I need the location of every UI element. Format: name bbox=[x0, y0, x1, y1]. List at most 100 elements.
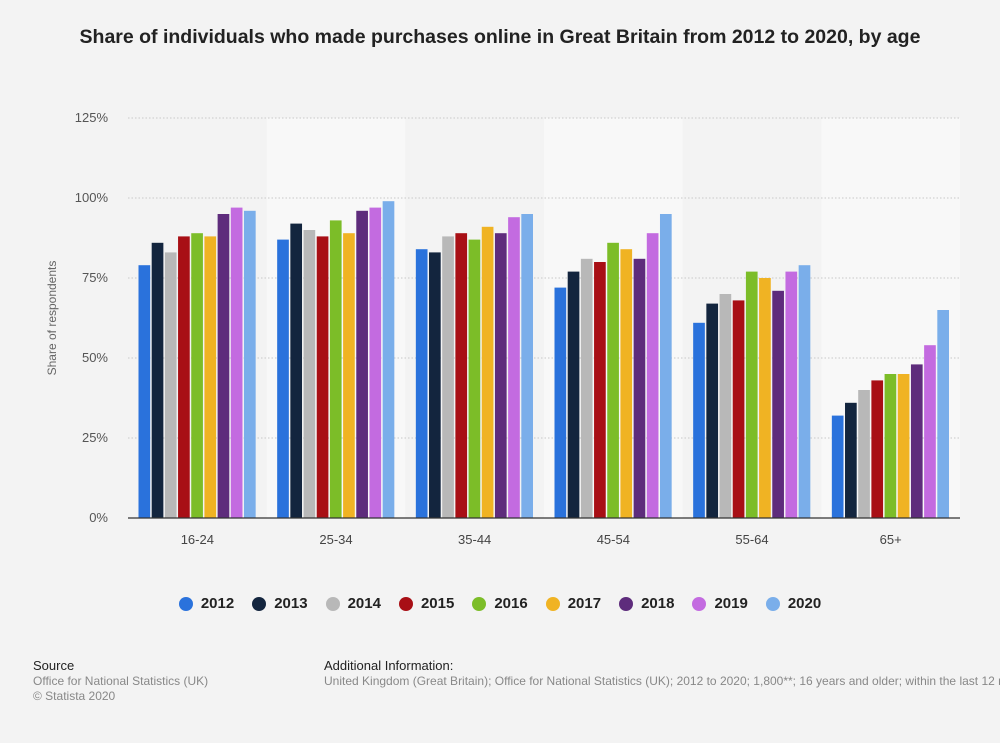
x-tick-label: 45-54 bbox=[597, 532, 630, 547]
bar-2012-45-54 bbox=[554, 287, 567, 518]
bar-2014-25-34 bbox=[303, 230, 316, 518]
bar-2012-16-24 bbox=[138, 265, 151, 518]
bar-2014-16-24 bbox=[164, 252, 177, 518]
bar-2017-55-64 bbox=[759, 278, 771, 518]
bar-2020-45-54 bbox=[659, 214, 672, 518]
bar-2017-25-34 bbox=[343, 233, 355, 518]
bar-2012-65+ bbox=[831, 415, 844, 518]
bar-2014-45-54 bbox=[580, 258, 593, 518]
bar-2012-35-44 bbox=[415, 249, 428, 518]
x-tick-label: 16-24 bbox=[181, 532, 214, 547]
bar-2013-65+ bbox=[845, 402, 857, 518]
bar-2020-55-64 bbox=[798, 265, 811, 518]
copyright-text: © Statista 2020 bbox=[33, 689, 116, 703]
bar-2012-55-64 bbox=[693, 322, 705, 518]
bar-2013-55-64 bbox=[706, 303, 719, 518]
legend-marker-icon bbox=[325, 596, 340, 611]
bar-2017-65+ bbox=[897, 374, 910, 518]
bar-2017-16-24 bbox=[204, 236, 217, 518]
y-tick-label: 50% bbox=[82, 350, 108, 365]
legend-label: 2018 bbox=[641, 595, 675, 612]
bar-2019-55-64 bbox=[785, 271, 798, 518]
bar-2016-25-34 bbox=[329, 220, 342, 518]
y-tick-label: 25% bbox=[82, 430, 108, 445]
bar-2020-35-44 bbox=[521, 214, 533, 518]
bar-2019-65+ bbox=[924, 345, 936, 518]
bar-2012-25-34 bbox=[277, 239, 289, 518]
bar-2020-65+ bbox=[937, 310, 949, 518]
y-axis-title: Share of respondents bbox=[45, 261, 59, 376]
bar-2018-25-34 bbox=[356, 210, 368, 519]
legend-label: 2016 bbox=[494, 595, 528, 612]
bar-2019-25-34 bbox=[369, 207, 382, 518]
x-tick-label: 55-64 bbox=[735, 532, 768, 547]
bar-2020-25-34 bbox=[382, 201, 395, 518]
bar-2018-55-64 bbox=[772, 290, 784, 518]
legend-item-2020[interactable]: 2020 bbox=[765, 595, 822, 612]
bar-2013-35-44 bbox=[429, 252, 441, 518]
legend-marker-icon bbox=[619, 596, 634, 611]
bar-2013-25-34 bbox=[290, 223, 303, 518]
bar-2013-16-24 bbox=[151, 242, 164, 519]
y-tick-label: 125% bbox=[75, 110, 109, 125]
additional-info-block: Additional Information: United Kingdom (… bbox=[324, 658, 1000, 689]
bar-2014-65+ bbox=[858, 390, 870, 518]
legend-label: 2019 bbox=[714, 595, 748, 612]
legend-marker-icon bbox=[765, 596, 780, 611]
bar-2015-35-44 bbox=[455, 233, 468, 518]
bar-2015-16-24 bbox=[178, 236, 190, 518]
legend-item-2015[interactable]: 2015 bbox=[398, 595, 455, 612]
legend-item-2013[interactable]: 2013 bbox=[252, 595, 308, 612]
legend-marker-icon bbox=[545, 596, 560, 611]
bar-2020-16-24 bbox=[243, 210, 256, 519]
legend-marker-icon bbox=[178, 596, 193, 611]
bar-2016-16-24 bbox=[191, 233, 203, 518]
bar-2017-45-54 bbox=[620, 249, 633, 518]
bar-2015-65+ bbox=[871, 380, 884, 518]
legend-marker-icon bbox=[692, 596, 707, 611]
chart-title: Share of individuals who made purchases … bbox=[79, 26, 921, 48]
x-tick-label: 25-34 bbox=[319, 532, 352, 547]
bar-2014-35-44 bbox=[442, 236, 454, 518]
bar-chart: 0% 25% 50% 75% 100% 125% Share of respondents 1… bbox=[45, 110, 960, 547]
bar-2018-35-44 bbox=[494, 233, 507, 518]
y-tick-label: 0% bbox=[89, 510, 108, 525]
additional-info-text: United Kingdom (Great Britain); Office f… bbox=[324, 673, 1000, 688]
x-tick-label: 35-44 bbox=[458, 532, 491, 547]
bar-2015-45-54 bbox=[594, 262, 606, 518]
bar-2015-25-34 bbox=[316, 236, 329, 518]
source-name-link[interactable]: Office for National Statistics (UK) bbox=[33, 673, 209, 688]
bar-2016-55-64 bbox=[745, 271, 758, 518]
legend-item-2019[interactable]: 2019 bbox=[692, 595, 748, 612]
legend-item-2018[interactable]: 2018 bbox=[619, 595, 674, 612]
bar-2019-45-54 bbox=[646, 233, 659, 518]
y-tick-label: 100% bbox=[75, 190, 109, 205]
legend-label: 2015 bbox=[420, 595, 455, 612]
y-tick-label: 75% bbox=[82, 270, 108, 285]
legend-label: 2020 bbox=[787, 595, 822, 612]
bar-2018-45-54 bbox=[633, 258, 646, 518]
legend-label: 2013 bbox=[274, 595, 308, 612]
legend-label: 2017 bbox=[567, 595, 602, 612]
bar-2015-55-64 bbox=[732, 300, 745, 518]
legend-item-2016[interactable]: 2016 bbox=[472, 595, 528, 612]
bar-2019-16-24 bbox=[230, 207, 243, 518]
legend-marker-icon bbox=[252, 596, 267, 611]
bar-2018-16-24 bbox=[217, 214, 230, 518]
bar-2016-45-54 bbox=[607, 242, 619, 519]
chart-legend: 2012 2013 2014 2015 2016 2017 2018 2019 2020 bbox=[0, 595, 1000, 612]
bar-2017-35-44 bbox=[481, 226, 494, 519]
legend-item-2014[interactable]: 2014 bbox=[325, 595, 381, 612]
bar-2016-35-44 bbox=[468, 239, 481, 518]
x-tick-label: 65+ bbox=[880, 532, 902, 547]
bar-2013-45-54 bbox=[567, 271, 580, 518]
source-heading: Source bbox=[33, 658, 75, 673]
bar-2018-65+ bbox=[910, 364, 923, 518]
additional-info-heading: Additional Information: bbox=[324, 658, 454, 673]
legend-item-2012[interactable]: 2012 bbox=[178, 595, 235, 612]
legend-marker-icon bbox=[398, 596, 413, 611]
legend-label: 2012 bbox=[200, 595, 235, 612]
bar-2016-65+ bbox=[884, 374, 897, 518]
legend-label: 2014 bbox=[347, 595, 381, 612]
legend-item-2017[interactable]: 2017 bbox=[545, 595, 602, 612]
